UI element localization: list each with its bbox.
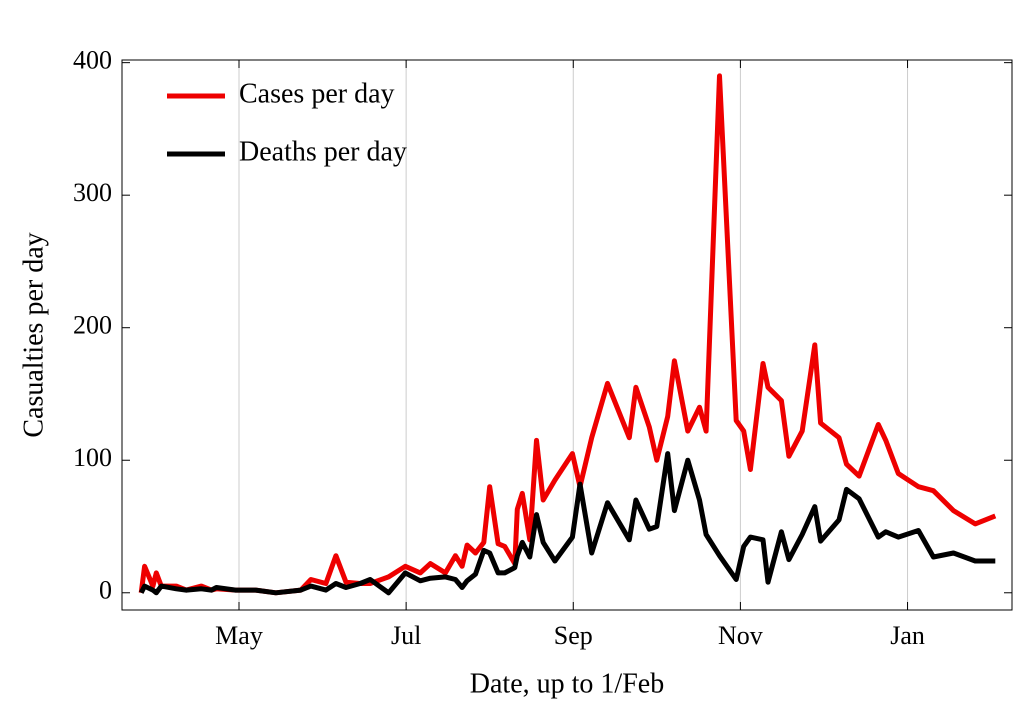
y-tick-label: 100 xyxy=(73,443,112,472)
x-tick-label: Jan xyxy=(890,621,925,650)
x-axis-label: Date, up to 1/Feb xyxy=(470,668,664,699)
y-tick-label: 0 xyxy=(99,576,112,605)
x-tick-label: Jul xyxy=(391,621,421,650)
x-tick-label: May xyxy=(215,621,263,650)
y-tick-label: 300 xyxy=(73,178,112,207)
x-tick-label: Nov xyxy=(718,621,763,650)
legend-label: Cases per day xyxy=(239,78,395,109)
legend-label: Deaths per day xyxy=(239,136,407,167)
plot-frame xyxy=(121,59,1013,611)
x-tick-label: Sep xyxy=(554,621,593,650)
y-tick-label: 400 xyxy=(73,46,112,75)
y-axis-label: Casualties per day xyxy=(18,232,49,437)
data-line xyxy=(138,451,996,596)
y-tick-label: 200 xyxy=(73,311,112,340)
